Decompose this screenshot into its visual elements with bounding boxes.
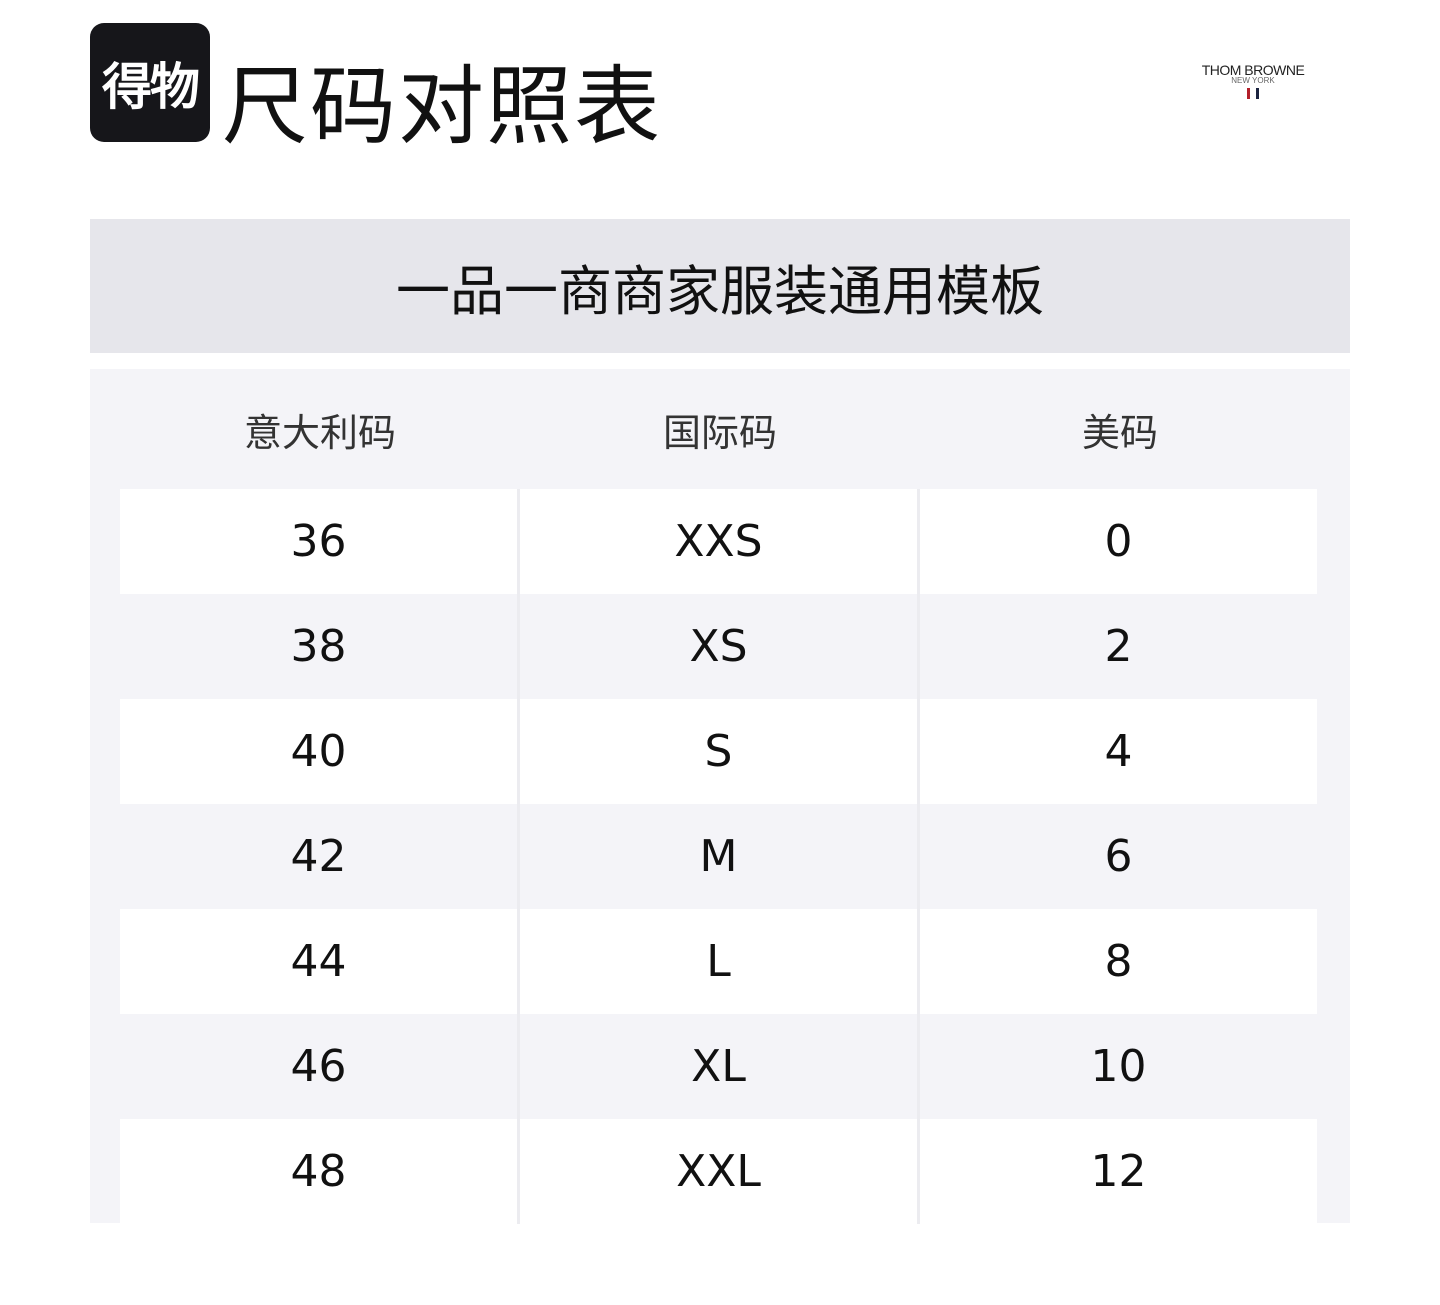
table-row: 46 XL 10 bbox=[120, 1014, 1317, 1119]
table-cell: 36 bbox=[120, 489, 520, 594]
dewu-logo: 得物 bbox=[90, 23, 210, 142]
table-cell: 2 bbox=[1104, 621, 1133, 672]
brand-name: THOM BROWNE bbox=[1201, 62, 1305, 78]
table-cell: 40 bbox=[120, 699, 520, 804]
table-cell: 42 bbox=[120, 804, 520, 909]
table-cell: XXS bbox=[520, 489, 920, 594]
table-cell: M bbox=[520, 804, 920, 909]
table-cell: 12 bbox=[920, 1119, 1317, 1224]
brand-logo: THOM BROWNE NEW YORK bbox=[1190, 62, 1316, 99]
size-table: 意大利码 国际码 美码 36 XXS 0 38 XS 2 40 S 4 42 M 6 44 L 8 46 XL 1… bbox=[90, 369, 1350, 1224]
table-cell: S bbox=[520, 699, 920, 804]
column-header: 意大利码 bbox=[243, 410, 396, 455]
table-row: 38 XS 2 bbox=[120, 594, 1317, 699]
brand-stripes bbox=[1190, 88, 1316, 99]
table-cell: XXL bbox=[520, 1119, 920, 1224]
column-header: 美码 bbox=[1081, 410, 1158, 455]
table-cell: XS bbox=[520, 594, 920, 699]
table-row: 44 L 8 bbox=[120, 909, 1317, 1014]
table-cell: XL bbox=[520, 1014, 920, 1119]
table-cell: 4 bbox=[920, 699, 1317, 804]
template-banner: 一品一商商家服装通用模板 bbox=[90, 219, 1350, 353]
table-row: 48 XXL 12 bbox=[120, 1119, 1317, 1224]
table-row: 42 M 6 bbox=[120, 804, 1317, 909]
table-cell: 46 bbox=[120, 1014, 520, 1119]
brand-sub: NEW YORK bbox=[1231, 76, 1275, 85]
table-cell: 44 bbox=[120, 909, 520, 1014]
table-row: 36 XXS 0 bbox=[120, 489, 1317, 594]
table-cell: L bbox=[520, 909, 920, 1014]
table-cell: 38 bbox=[120, 594, 520, 699]
table-cell: 10 bbox=[1090, 1041, 1147, 1092]
table-cell: 0 bbox=[920, 489, 1317, 594]
table-header: 意大利码 国际码 美码 bbox=[90, 369, 1350, 489]
table-cell: 48 bbox=[120, 1119, 520, 1224]
table-cell: 8 bbox=[920, 909, 1317, 1014]
table-cell: 6 bbox=[1104, 831, 1133, 882]
page-title: 尺码对照表 bbox=[222, 57, 662, 157]
table-row: 40 S 4 bbox=[120, 699, 1317, 804]
column-header: 国际码 bbox=[662, 410, 777, 455]
